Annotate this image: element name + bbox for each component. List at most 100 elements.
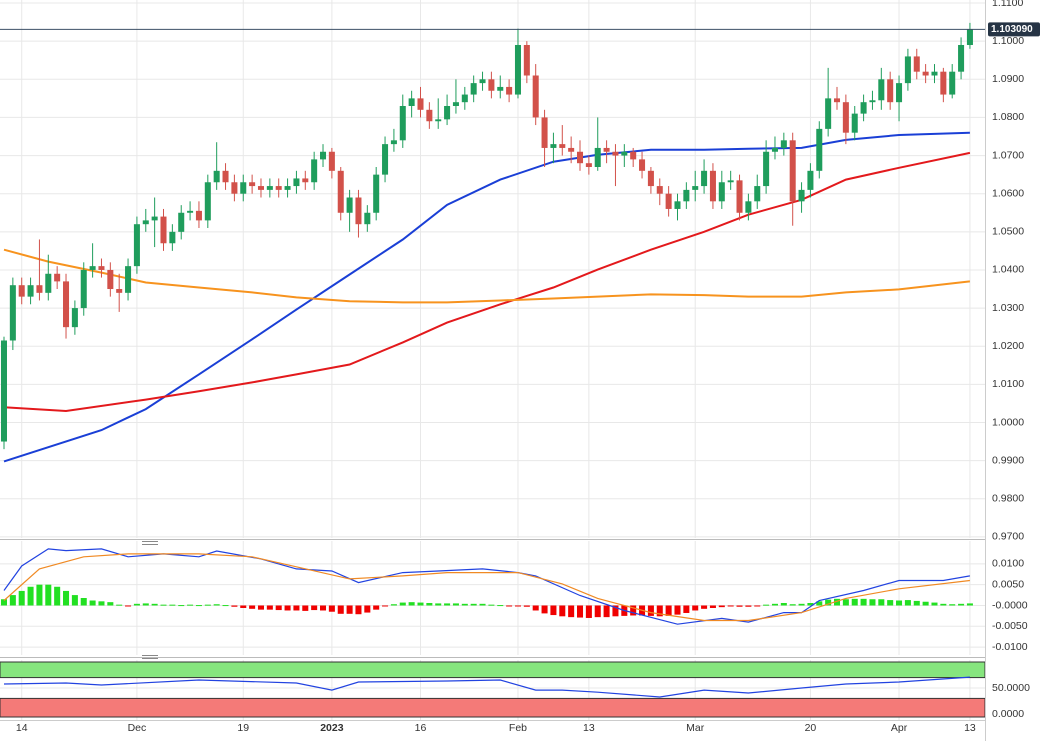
candle-body (639, 159, 646, 171)
histogram-bar (293, 605, 300, 611)
candle-body (355, 197, 362, 225)
candle-body (692, 186, 699, 190)
x-tick-label: 13 (583, 722, 595, 734)
candle-body (169, 231, 176, 244)
histogram-bar (426, 602, 433, 606)
histogram-bar (382, 605, 389, 607)
histogram-bar (958, 603, 965, 606)
histogram-bar (222, 605, 229, 607)
candle-body (107, 269, 114, 290)
candle-body (647, 170, 654, 187)
candle-body (328, 151, 335, 171)
candle-body (807, 170, 814, 190)
x-tick-label: Mar (686, 722, 705, 734)
histogram-bar (204, 604, 211, 606)
histogram-bar (506, 605, 513, 607)
y-tick-label: 0.9700 (992, 531, 1024, 543)
candle-body (133, 224, 140, 267)
candle-body (541, 117, 548, 148)
histogram-bar (869, 599, 876, 606)
histogram-bar (745, 605, 752, 607)
candle-body (798, 189, 805, 202)
histogram-bar (125, 605, 132, 607)
y-tick-label: 1.1000 (992, 35, 1024, 47)
histogram-bar (568, 605, 575, 618)
y-tick-label: 0.0100 (992, 558, 1024, 570)
candle-body (187, 210, 194, 213)
histogram-bar (780, 602, 787, 606)
x-tick-label: 13 (964, 722, 976, 734)
histogram-bar (249, 605, 256, 609)
candle-body (399, 105, 406, 141)
candle-body (63, 281, 70, 328)
labels-layer: 1.1100 1.1000 1.0900 1.0800 1.0700 1.0600 1.05… (16, 0, 1040, 734)
candle-body (550, 144, 557, 148)
candle-body (763, 151, 770, 187)
y-tick-label: 1.0300 (992, 302, 1024, 314)
indicator-line (3, 248, 971, 304)
candle-body (958, 44, 965, 72)
histogram-bar (169, 604, 176, 606)
histogram-bar (913, 600, 920, 606)
candle-body (621, 151, 628, 156)
candle-body (231, 182, 238, 194)
histogram-bar (488, 604, 495, 606)
candle-body (878, 79, 885, 101)
candle-body (142, 220, 149, 225)
candle-body (382, 144, 389, 175)
y-tick-label: 1.0800 (992, 111, 1024, 123)
candle-body (461, 94, 468, 103)
candle-body (284, 186, 291, 190)
y-tick-label: 1.0700 (992, 149, 1024, 161)
indicator-line (3, 553, 970, 622)
candle-body (27, 285, 34, 297)
histogram-bar (373, 605, 380, 610)
candle-body (178, 212, 185, 232)
candle-body (417, 98, 424, 110)
candle-body (257, 186, 264, 190)
candle-body (320, 151, 327, 160)
candle-body (337, 170, 344, 213)
candle-body (36, 285, 43, 293)
histogram-bar (754, 605, 761, 607)
candle-body (887, 79, 894, 103)
candle-body (444, 105, 451, 120)
candle-body (213, 170, 220, 183)
candle-body (940, 71, 947, 95)
histogram-bar (949, 604, 956, 606)
histogram-bar (470, 603, 477, 606)
histogram-bar (71, 595, 78, 606)
histogram-bar (328, 605, 335, 612)
indicator-line (3, 676, 970, 698)
histogram-bar (178, 605, 185, 607)
histogram-bar (842, 599, 849, 606)
candle-body (842, 102, 849, 133)
x-tick-label: Apr (891, 722, 908, 734)
histogram-bar (904, 600, 911, 606)
histogram-bar (320, 605, 327, 611)
y-tick-label: 0.9800 (992, 493, 1024, 505)
histogram-bar (674, 605, 681, 615)
oversold-zone (0, 697, 986, 718)
histogram-bar (497, 605, 504, 607)
histogram-bar (576, 605, 584, 618)
histogram-bar (213, 604, 220, 606)
candle-body (674, 201, 681, 209)
histogram-bar (807, 602, 814, 606)
histogram-bar (603, 605, 610, 618)
histogram-bar (151, 603, 158, 606)
histogram-bar (665, 605, 672, 616)
histogram-bar (940, 603, 947, 606)
y-tick-label: 1.1100 (992, 0, 1023, 9)
histogram-bar (630, 605, 637, 616)
y-tick-label: 0.0050 (992, 578, 1024, 590)
candle-body (204, 182, 211, 221)
histogram-bar (798, 603, 805, 606)
candle-body (532, 75, 539, 118)
histogram-bar (763, 604, 770, 606)
last-price-box (988, 22, 1040, 37)
candle-body (488, 79, 495, 91)
histogram-bar (444, 603, 451, 606)
histogram-bar (27, 586, 34, 606)
candle-body (506, 86, 513, 95)
